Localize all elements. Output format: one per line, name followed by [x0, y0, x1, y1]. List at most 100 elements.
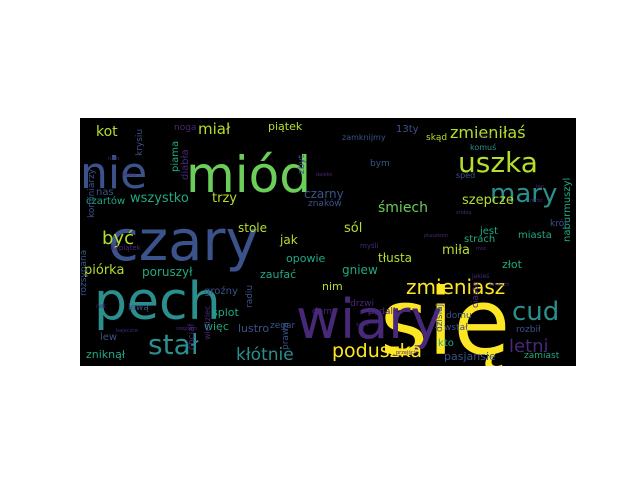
cloud-word: tłusta [378, 251, 412, 265]
cloud-word: piama [170, 141, 181, 172]
cloud-word: kroku [122, 172, 136, 178]
cloud-word: diabła [180, 149, 191, 180]
cloud-word: kłótnie [236, 345, 294, 365]
cloud-word: wiary [296, 288, 442, 351]
cloud-word: jest [479, 226, 498, 237]
cloud-word: jak [279, 233, 298, 247]
cloud-word: zmieniasz [406, 275, 505, 299]
cloud-word: się [380, 269, 510, 366]
cloud-word: łańcuch [490, 281, 510, 288]
cloud-word: zmieniłaś [450, 123, 526, 142]
cloud-word: piątek [268, 120, 303, 133]
cloud-word: miód [186, 146, 311, 204]
cloud-word: czary [108, 209, 259, 274]
cloud-word: ptaszkom [424, 233, 448, 239]
cloud-word: lustro [238, 322, 269, 335]
cloud-word: miła [442, 243, 470, 258]
cloud-word: skąd [426, 133, 447, 143]
cloud-word: lewą [128, 303, 149, 313]
cloud-word: przejście [396, 349, 418, 356]
cloud-word: piórka [84, 263, 124, 278]
cloud-word: lew [100, 332, 117, 343]
cloud-word: sped [456, 171, 475, 180]
cloud-word: noga [174, 123, 196, 133]
cloud-word: trzy [212, 191, 237, 206]
cloud-word: nie [80, 148, 147, 199]
cloud-word: cud [512, 297, 559, 327]
cloud-word: kto [438, 338, 454, 349]
cloud-word: czarny [304, 187, 344, 201]
cloud-word: szepcze [462, 193, 514, 208]
cloud-word: prawa [281, 322, 291, 350]
cloud-word: gniew [342, 263, 378, 277]
cloud-word: uszka [458, 146, 538, 179]
cloud-word: 13ty [396, 124, 419, 135]
cloud-word: zaufać [260, 268, 296, 281]
cloud-word: zamiast [524, 351, 560, 361]
cloud-word: bym [370, 159, 390, 169]
cloud-word: poduszka [332, 340, 422, 362]
cloud-word: podali [368, 307, 395, 317]
cloud-word: ruch [108, 156, 119, 162]
cloud-word: pasjansie [444, 350, 496, 363]
cloud-word: stał [148, 328, 199, 361]
cloud-word: stole [238, 221, 267, 235]
cloud-word: śmiech [378, 200, 428, 216]
cloud-word: chciał [187, 323, 197, 350]
cloud-word: radiu [245, 285, 255, 308]
cloud-word: myśli [360, 242, 379, 250]
cloud-word: król [550, 218, 567, 229]
cloud-word: rozbił [516, 325, 541, 335]
cloud-word: oczy [378, 310, 388, 315]
cloud-word: strach [464, 234, 495, 245]
cloud-word: mróz [530, 197, 543, 204]
cloud-word: groźny [204, 285, 238, 297]
cloud-word: splot [212, 306, 239, 319]
cloud-word: 13piątek [110, 244, 142, 252]
cloud-word: kot [96, 124, 118, 140]
cloud-word: zegar [270, 321, 295, 331]
cloud-word: kominiarzy [87, 168, 97, 218]
cloud-word: bajeczce [116, 328, 138, 334]
cloud-word: ramy [478, 134, 491, 140]
cloud-word: zamknijmy [342, 133, 386, 142]
cloud-word: drzwi [350, 299, 374, 309]
cloud-word: sześć [356, 321, 370, 328]
cloud-word: nas [96, 187, 114, 198]
cloud-word: naburmuszyl [562, 178, 573, 242]
cloud-word: wszystko [130, 191, 189, 206]
cloud-word: poruszył [142, 265, 193, 279]
cloud-word: złot [502, 258, 523, 271]
cloud-word: zbyt [297, 154, 307, 174]
cloud-word: zniknął [86, 348, 126, 361]
cloud-word: nim [322, 280, 343, 293]
cloud-word: opowie [286, 252, 325, 265]
cloud-word: jakieś [471, 273, 489, 280]
cloud-word: czartów [86, 195, 125, 207]
cloud-word: wiedziec [203, 305, 212, 340]
word-cloud-panel: się czary pech wiary nie miód uszka mary zmienił… [80, 118, 576, 366]
cloud-word: szeptem [176, 326, 198, 332]
cloud-word: sól [344, 221, 362, 236]
cloud-word: daleko [316, 172, 332, 178]
cloud-word: moc [476, 246, 487, 252]
cloud-word: miasta [518, 230, 552, 241]
cloud-word: wstał [444, 323, 468, 333]
cloud-word: pech [94, 272, 221, 332]
cloud-word: noc [96, 303, 107, 310]
cloud-word: komuś [470, 142, 496, 152]
cloud-word: więc [204, 320, 229, 333]
cloud-word: domu [446, 311, 472, 321]
cloud-word: letni [509, 336, 549, 357]
cloud-word: ten [536, 184, 544, 190]
cloud-word: miał [198, 120, 231, 138]
cloud-word: ciasto [471, 281, 481, 308]
cloud-word: rozsypana [80, 250, 89, 296]
cloud-word: znaków [308, 198, 342, 209]
cloud-word: dzisiaj [435, 304, 445, 332]
cloud-word: damy [312, 307, 338, 317]
cloud-word: zrobią [456, 210, 471, 216]
cloud-word: być [102, 228, 134, 249]
cloud-word: krysiu [135, 129, 145, 156]
